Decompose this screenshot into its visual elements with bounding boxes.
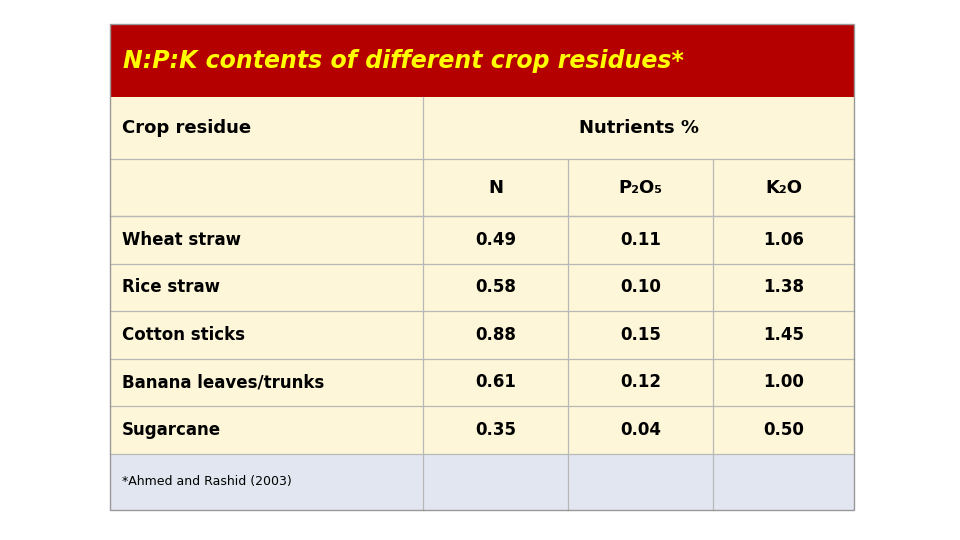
Text: 1.00: 1.00: [763, 373, 804, 392]
Text: 0.35: 0.35: [475, 421, 516, 439]
Text: 0.10: 0.10: [620, 278, 660, 296]
Text: 0.12: 0.12: [620, 373, 661, 392]
FancyBboxPatch shape: [110, 159, 854, 216]
FancyBboxPatch shape: [110, 24, 854, 97]
Text: Nutrients %: Nutrients %: [579, 119, 699, 137]
Text: Sugarcane: Sugarcane: [122, 421, 221, 439]
FancyBboxPatch shape: [110, 264, 854, 311]
Text: 1.38: 1.38: [763, 278, 804, 296]
Text: 0.61: 0.61: [475, 373, 516, 392]
Text: 1.06: 1.06: [763, 231, 804, 249]
Text: N:P:K contents of different crop residues*: N:P:K contents of different crop residue…: [123, 49, 684, 73]
Text: 0.15: 0.15: [620, 326, 660, 344]
Text: 0.50: 0.50: [763, 421, 804, 439]
Text: Rice straw: Rice straw: [122, 278, 220, 296]
FancyBboxPatch shape: [110, 311, 854, 359]
Text: K₂O: K₂O: [765, 179, 803, 197]
FancyBboxPatch shape: [110, 97, 854, 159]
Text: *Ahmed and Rashid (2003): *Ahmed and Rashid (2003): [122, 475, 292, 489]
FancyBboxPatch shape: [110, 454, 854, 510]
Text: Cotton sticks: Cotton sticks: [122, 326, 245, 344]
Text: Crop residue: Crop residue: [122, 119, 252, 137]
FancyBboxPatch shape: [110, 359, 854, 406]
Text: 0.88: 0.88: [475, 326, 516, 344]
Text: Wheat straw: Wheat straw: [122, 231, 241, 249]
Text: 0.49: 0.49: [475, 231, 516, 249]
FancyBboxPatch shape: [110, 216, 854, 264]
Text: 0.11: 0.11: [620, 231, 660, 249]
Text: 0.04: 0.04: [620, 421, 661, 439]
Text: N: N: [488, 179, 503, 197]
Text: 1.45: 1.45: [763, 326, 804, 344]
Text: P₂O₅: P₂O₅: [618, 179, 662, 197]
Text: Banana leaves/trunks: Banana leaves/trunks: [122, 373, 324, 392]
FancyBboxPatch shape: [110, 406, 854, 454]
Text: 0.58: 0.58: [475, 278, 516, 296]
